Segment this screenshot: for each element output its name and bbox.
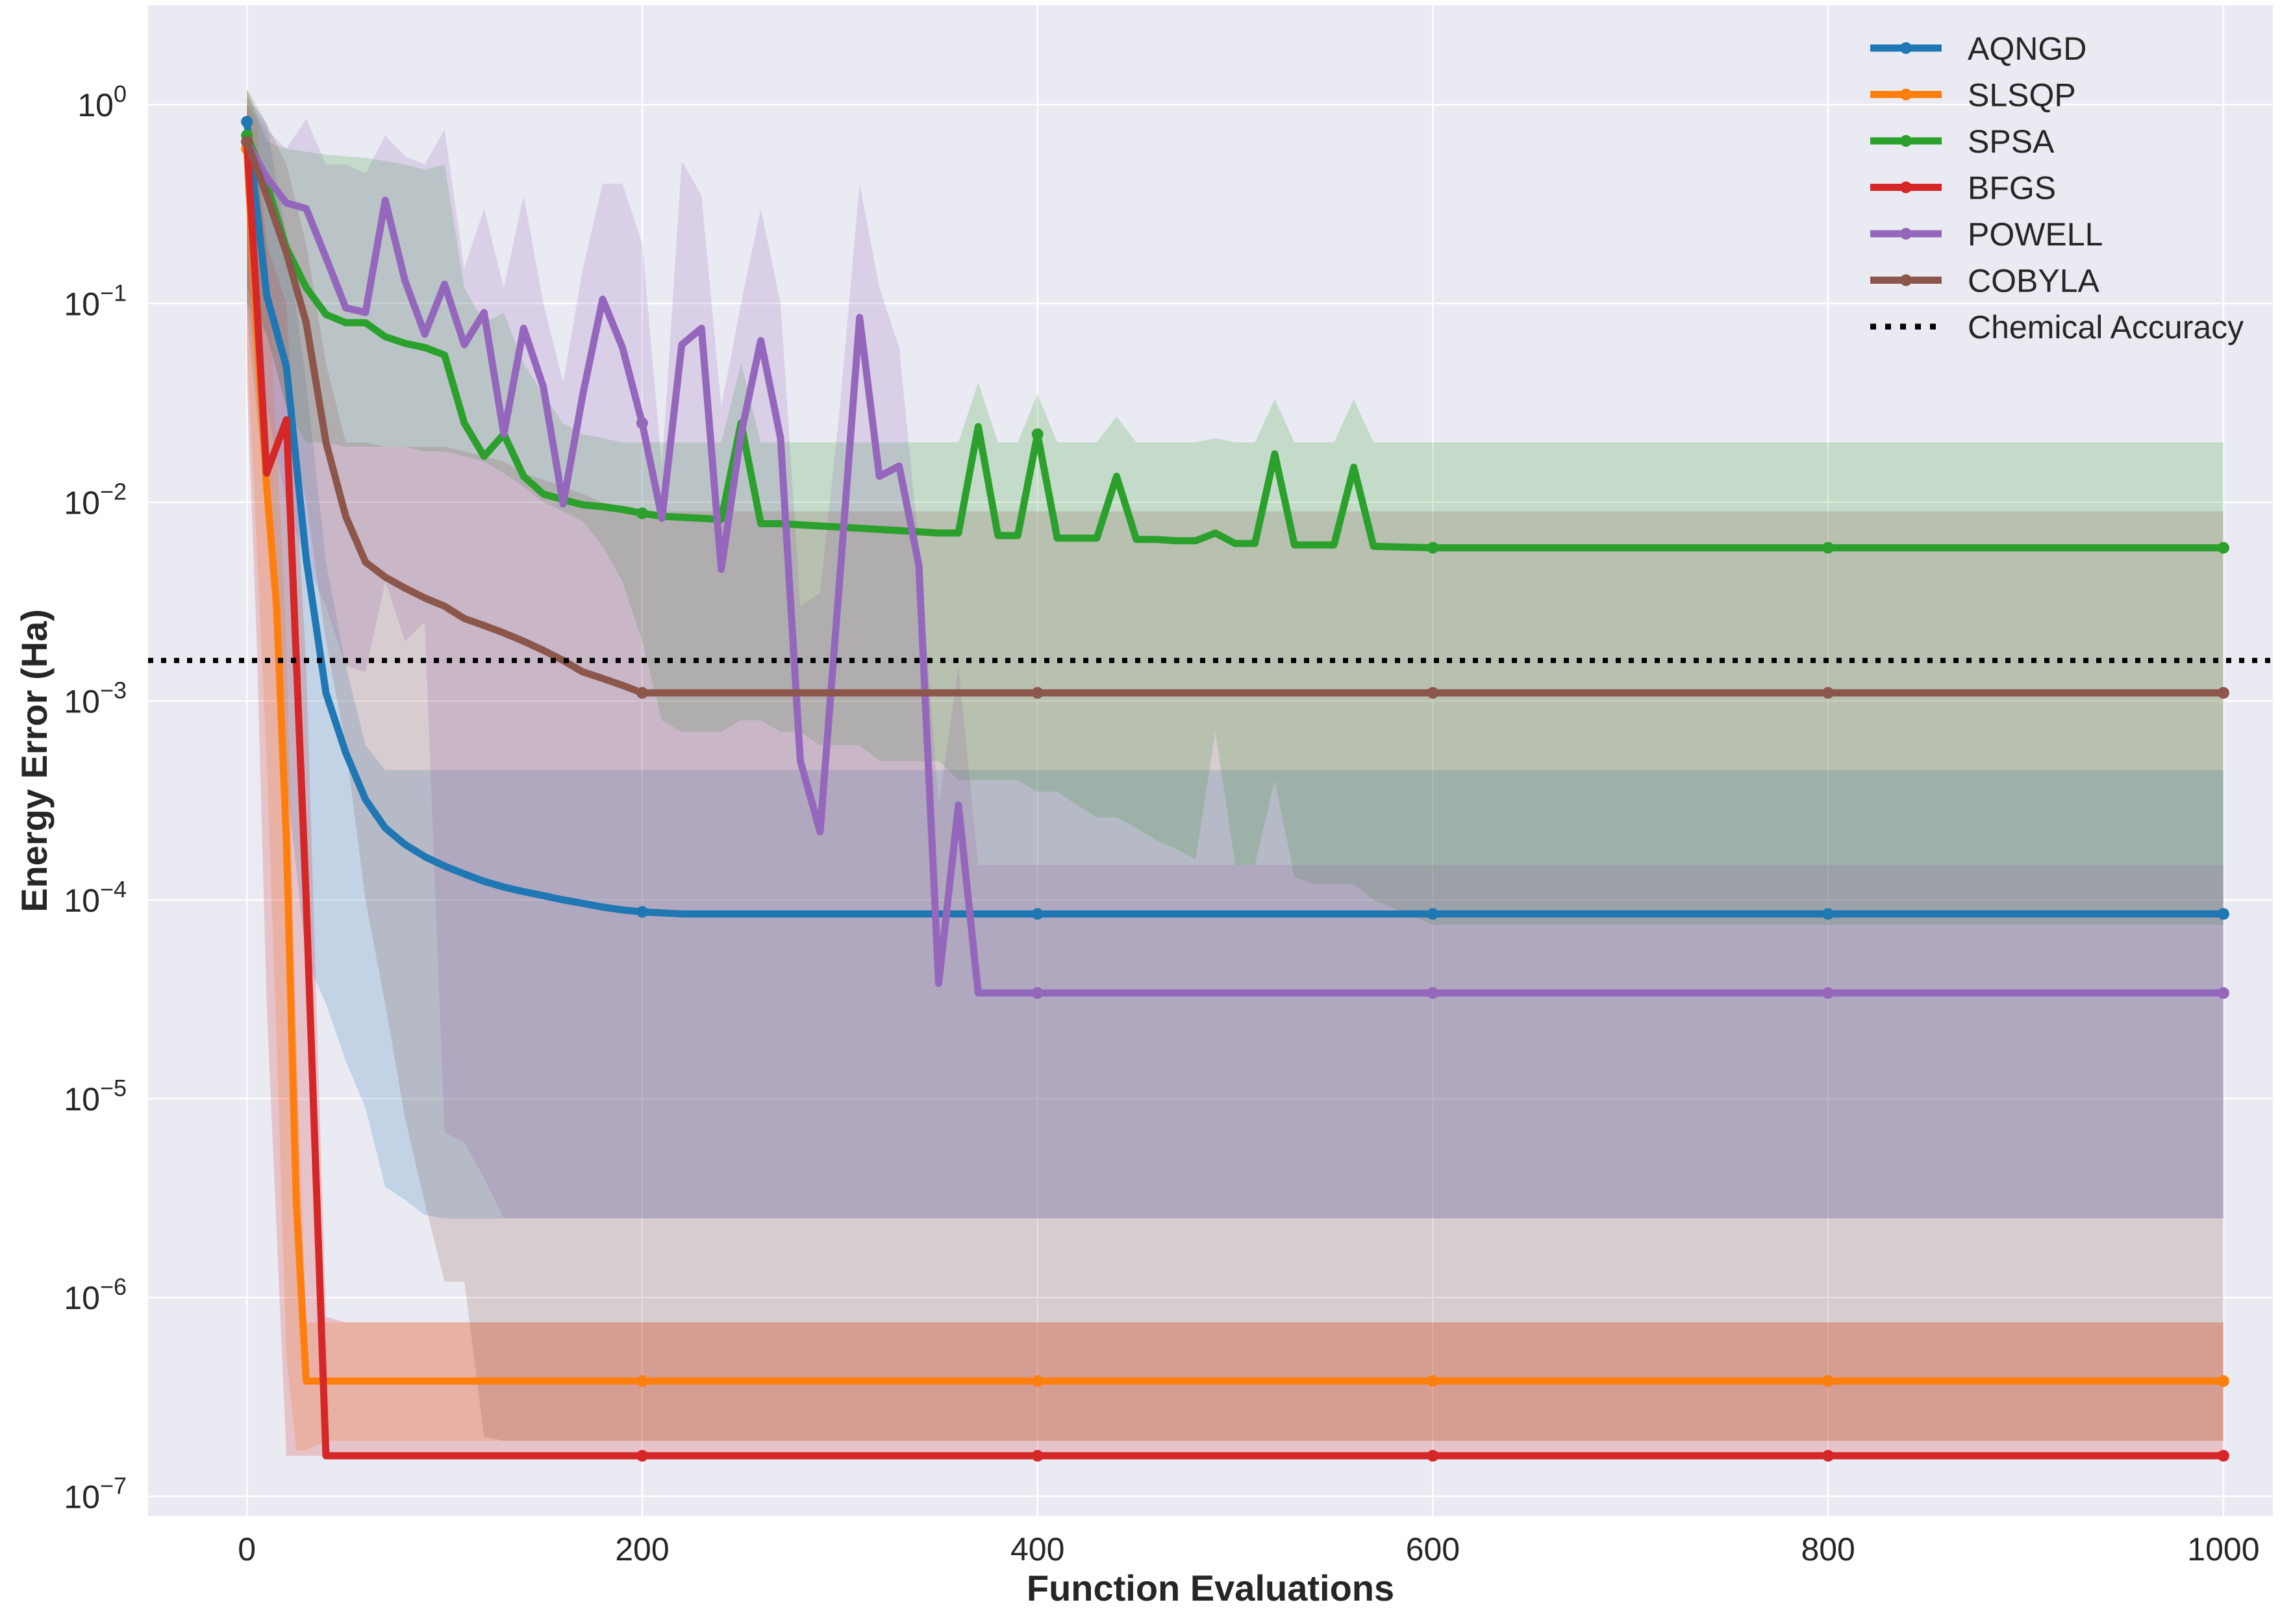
- marker-aqngd: [1822, 908, 1835, 920]
- series-line-bfgs: [243, 138, 2227, 1460]
- marker-slsqp: [1822, 1375, 1835, 1387]
- legend-marker: [1900, 88, 1912, 101]
- marker-spsa: [636, 507, 648, 519]
- marker-cobyla: [1822, 686, 1835, 699]
- marker-spsa: [2217, 542, 2229, 554]
- legend-marker: [1900, 228, 1912, 240]
- legend-label: COBYLA: [1968, 263, 2100, 299]
- marker-slsqp: [2217, 1375, 2229, 1387]
- marker-cobyla: [1427, 686, 1439, 699]
- series-lines: [241, 116, 2229, 1462]
- legend-marker: [1900, 181, 1912, 194]
- y-tick-label: 10−1: [64, 279, 127, 322]
- marker-powell: [2217, 987, 2229, 999]
- marker-cobyla: [2217, 686, 2229, 699]
- x-tick-label: 400: [1010, 1531, 1064, 1568]
- y-tick-label: 100: [77, 81, 127, 123]
- legend-label: SLSQP: [1968, 77, 2076, 114]
- marker-bfgs: [1031, 1449, 1044, 1462]
- x-axis-title: Function Evaluations: [1027, 1568, 1394, 1608]
- legend: AQNGD SLSQP SPSA BFGS POWELL COBYLA Chemical A…: [1870, 31, 2244, 345]
- marker-slsqp: [1031, 1375, 1044, 1387]
- marker-spsa: [1822, 542, 1835, 554]
- x-tick-label: 600: [1406, 1531, 1460, 1568]
- band-cobyla: [247, 88, 2224, 1442]
- marker-powell: [1822, 987, 1835, 999]
- series-line-aqngd: [243, 118, 2227, 918]
- marker-spsa: [1427, 542, 1439, 554]
- marker-bfgs: [2217, 1449, 2229, 1462]
- x-tick-label: 0: [238, 1531, 256, 1568]
- legend-label: SPSA: [1968, 123, 2055, 160]
- legend-marker: [1900, 135, 1912, 147]
- marker-powell: [636, 417, 648, 429]
- band-aqngd: [247, 96, 2224, 1219]
- marker-bfgs: [1427, 1449, 1439, 1462]
- marker-aqngd: [1427, 908, 1439, 920]
- marker-slsqp: [1427, 1375, 1439, 1387]
- marker-powell: [1427, 987, 1439, 999]
- marker-aqngd: [636, 906, 648, 918]
- plot-background: [148, 5, 2273, 1516]
- marker-slsqp: [636, 1375, 648, 1387]
- y-tick-label: 10−7: [64, 1472, 127, 1515]
- y-tick-label: 10−4: [64, 876, 127, 919]
- series-line-slsqp: [243, 145, 2227, 1385]
- marker-cobyla: [636, 686, 648, 699]
- y-axis-title: Energy Error (Ha): [14, 609, 55, 912]
- y-tick-label: 10−3: [64, 677, 127, 720]
- legend-label: POWELL: [1968, 216, 2103, 253]
- marker-powell: [1031, 987, 1044, 999]
- tick-labels: 0 200 400 600 800 1000 100 10−1 10−2 10−3 10−4 10−5…: [64, 81, 2259, 1568]
- legend-label: BFGS: [1968, 170, 2056, 206]
- confidence-bands: [247, 88, 2224, 1456]
- series-line-powell: [243, 138, 2227, 997]
- legend-marker: [1900, 274, 1912, 286]
- marker-cobyla: [1031, 686, 1044, 699]
- x-tick-label: 1000: [2187, 1531, 2259, 1568]
- series-line-cobyla: [243, 138, 2227, 697]
- marker-spsa: [1031, 428, 1044, 440]
- x-tick-label: 200: [615, 1531, 669, 1568]
- marker-bfgs: [636, 1449, 648, 1462]
- marker-aqngd: [2217, 908, 2229, 920]
- legend-label: AQNGD: [1968, 31, 2086, 67]
- series-line-spsa: [243, 132, 2227, 552]
- legend-label: Chemical Accuracy: [1968, 309, 2244, 345]
- marker-cobyla: [241, 136, 253, 148]
- legend-marker: [1900, 42, 1912, 54]
- x-tick-label: 800: [1801, 1531, 1855, 1568]
- y-tick-label: 10−6: [64, 1273, 127, 1316]
- marker-aqngd: [1031, 908, 1044, 920]
- y-tick-label: 10−2: [64, 478, 127, 521]
- marker-aqngd: [241, 116, 253, 128]
- band-powell: [247, 105, 2224, 1219]
- y-tick-label: 10−5: [64, 1075, 127, 1118]
- band-spsa: [247, 88, 2224, 925]
- marker-bfgs: [1822, 1449, 1835, 1462]
- grid: [148, 5, 2273, 1516]
